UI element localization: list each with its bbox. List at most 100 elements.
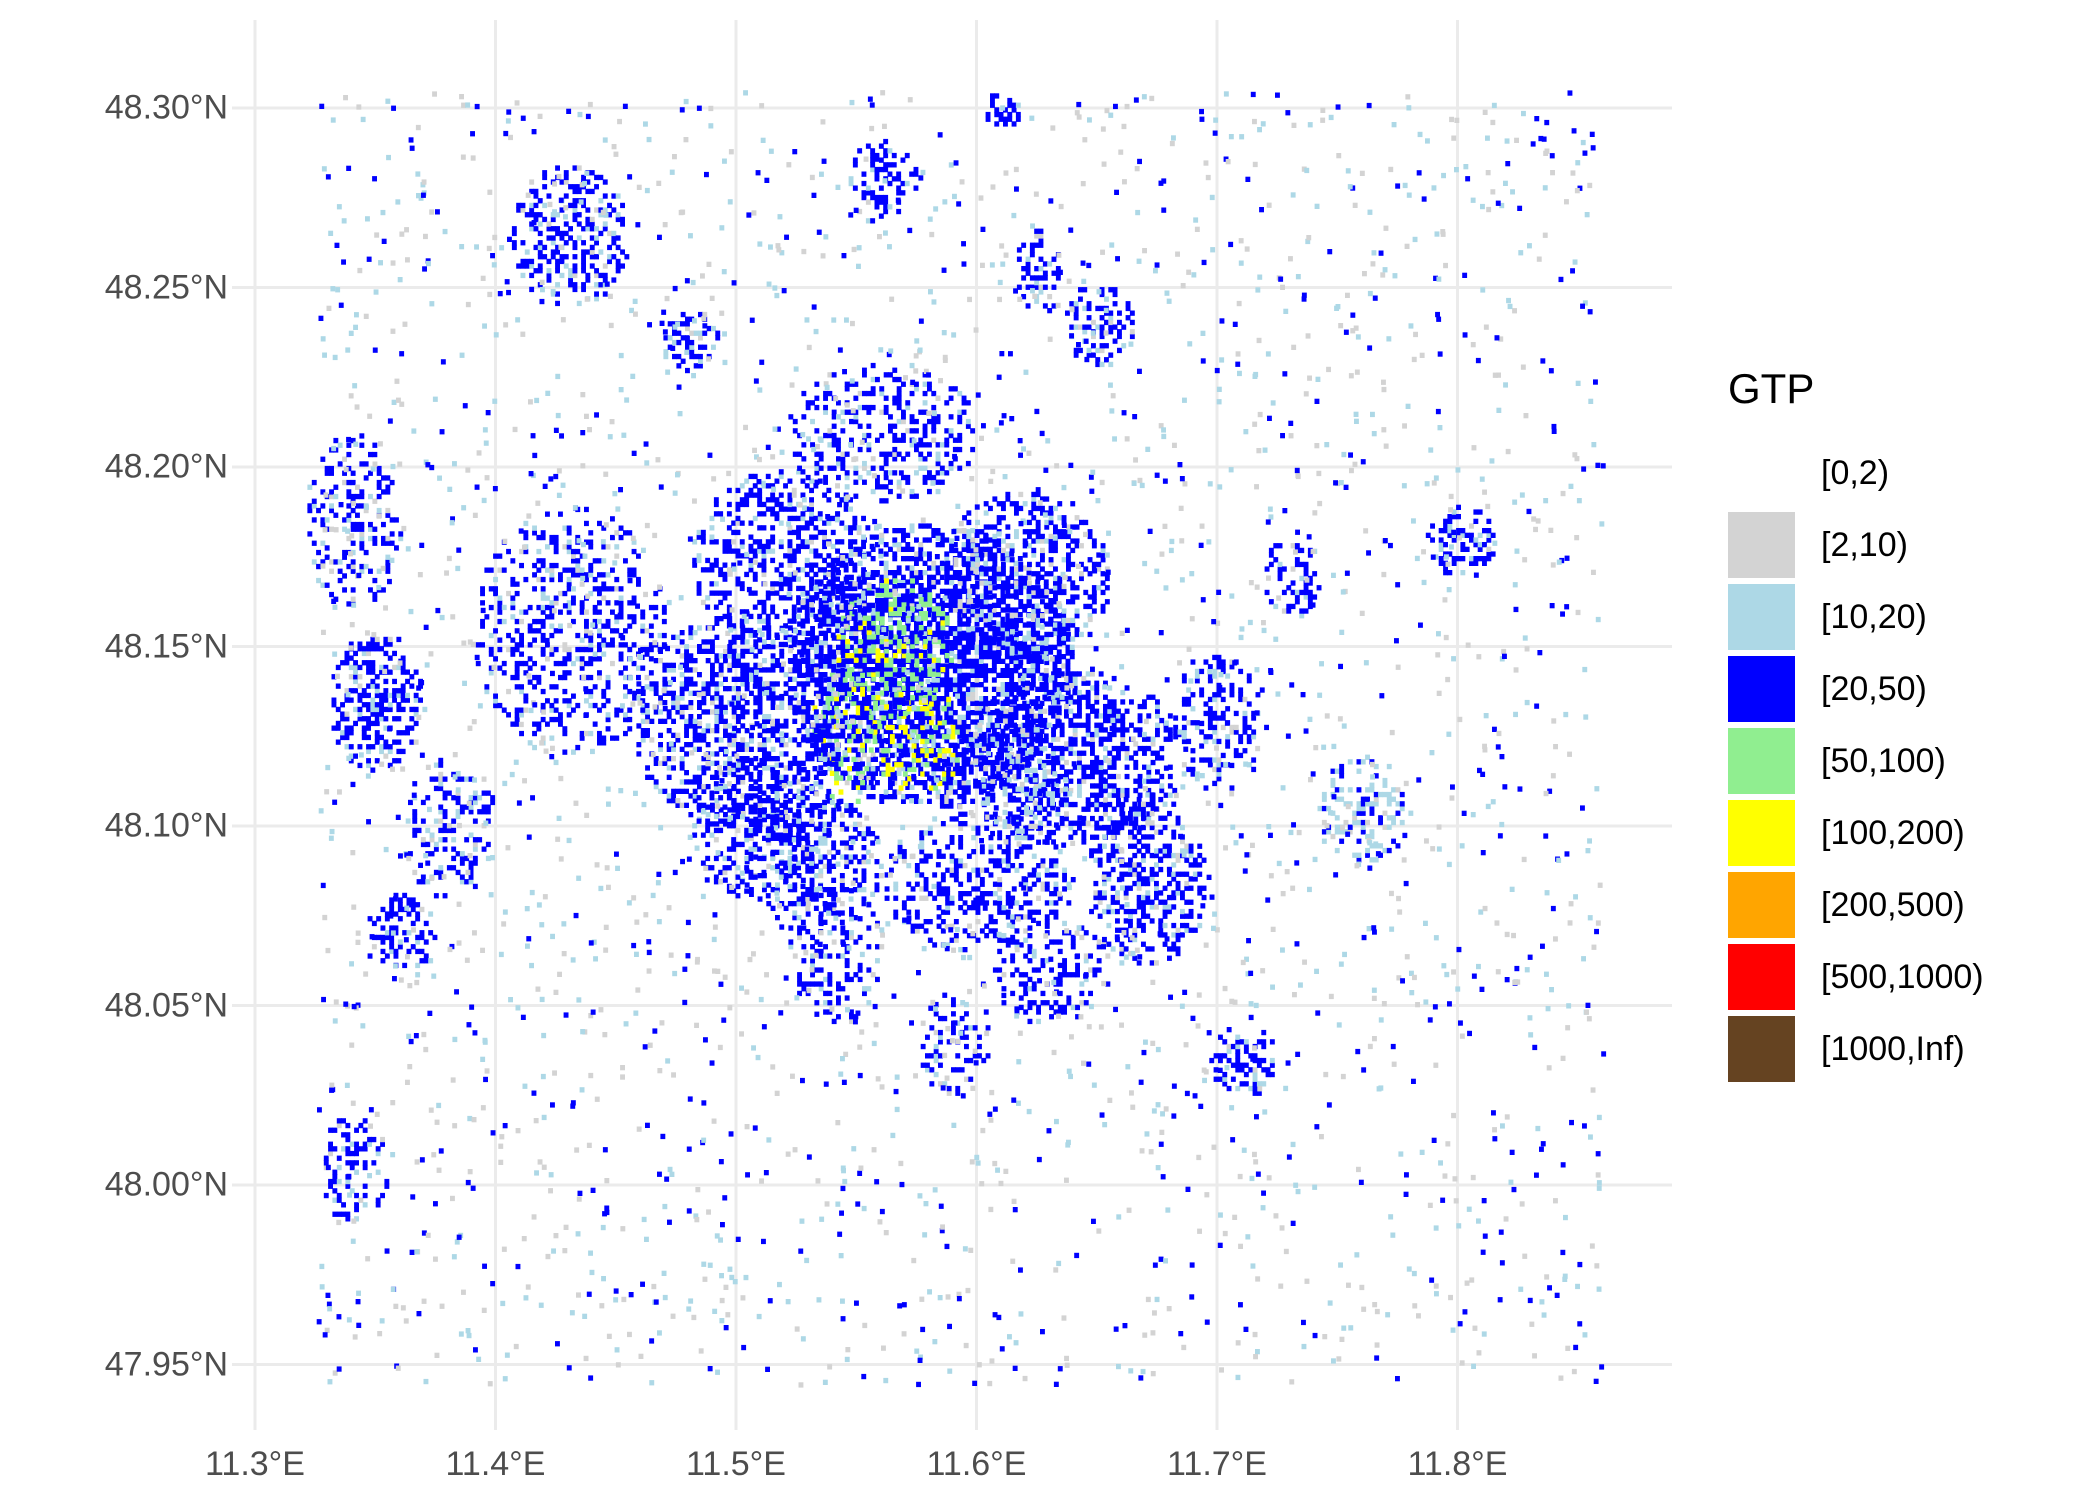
gtp-cell [1027,533,1032,540]
gtp-cell [868,714,874,720]
gtp-cell [761,604,767,610]
gtp-cell [981,731,987,738]
gtp-cell [966,529,972,535]
gtp-cell [991,710,997,716]
gtp-cell [740,760,746,766]
gtp-cell [902,748,908,754]
gtp-cell [1098,773,1104,780]
gtp-cell [983,510,989,516]
gtp-cell [1005,543,1011,549]
gtp-cell [783,718,789,724]
gtp-cell [774,501,780,508]
gtp-cell [935,579,941,585]
gtp-cell [875,685,881,691]
gtp-cell [584,698,589,704]
gtp-cell [809,672,815,678]
gtp-cell [1072,699,1078,705]
gtp-cell [973,778,978,784]
gtp-cell [805,681,811,687]
gtp-cell [1000,644,1006,650]
gtp-cell [977,727,983,733]
gtp-cell [601,688,607,695]
gtp-cell [941,776,947,782]
gtp-cell [1051,731,1056,738]
gtp-cell [836,668,841,674]
gtp-cell [1000,682,1006,688]
gtp-cell [1000,640,1006,646]
gtp-cell [558,572,563,578]
gtp-cell [736,676,741,682]
gtp-cell [1107,708,1113,714]
gtp-cell [645,714,650,720]
gtp-cell [1000,761,1006,767]
gtp-cell [718,746,724,752]
gtp-cell [1065,668,1071,674]
gtp-cell [1085,820,1091,826]
gtp-cell [1070,538,1076,544]
gtp-cell [909,794,915,800]
gtp-cell [736,718,741,724]
gtp-cell [1048,608,1054,614]
gtp-cell [558,674,563,681]
gtp-cell [765,497,771,503]
gtp-cell [809,641,814,648]
gtp-cell [866,620,872,626]
gtp-cell [987,742,993,748]
gtp-cell [935,532,941,538]
gtp-cell [1022,672,1028,678]
gtp-cell [787,595,793,601]
gtp-cell [961,682,967,688]
gtp-cell [862,714,867,720]
gtp-cell [766,695,772,701]
gtp-cell [731,802,737,808]
gtp-cell [1052,724,1058,730]
gtp-cell [1014,533,1019,540]
gtp-cell [941,771,947,777]
gtp-cell [597,618,602,625]
gtp-cell [710,639,715,645]
gtp-cell [549,614,555,620]
gtp-cell [753,793,759,799]
gtp-cell [871,639,877,645]
gtp-cell [843,525,849,531]
gtp-cell [901,625,907,631]
gtp-cell [881,771,887,777]
gtp-cell [1064,811,1069,817]
gtp-cell [752,632,758,638]
gtp-cell [1038,708,1043,714]
gtp-cell [974,565,980,571]
gtp-cell [818,756,824,762]
gtp-cell [879,690,885,696]
gtp-cell [839,520,845,526]
gtp-cell [896,770,902,776]
gtp-cell [853,639,859,645]
gtp-cell [861,539,866,545]
gtp-cell [1083,589,1089,596]
gtp-cell [857,584,863,590]
gtp-cell [862,648,868,654]
gtp-cell [679,672,685,678]
gtp-cell [1001,566,1006,572]
gtp-cell [996,538,1002,544]
gtp-cell [970,686,976,692]
gtp-cell [757,543,763,550]
gtp-cell [918,523,924,529]
gtp-cell [905,602,911,608]
gtp-cell [852,567,858,573]
gtp-cell [965,784,971,790]
gtp-cell [566,656,572,662]
gtp-cell [566,609,572,615]
gtp-cell [731,704,737,710]
gtp-cell [885,757,891,763]
gtp-cell [804,557,810,564]
gtp-cell [849,630,854,636]
gtp-cell [1116,713,1121,719]
gtp-cell [952,640,958,646]
gtp-cell [860,770,865,776]
gtp-cell [558,590,563,597]
gtp-cell [1020,731,1026,738]
gtp-cell [970,719,976,725]
gtp-cell [864,733,870,739]
gtp-cell [835,492,840,498]
gtp-cell [1137,783,1143,789]
